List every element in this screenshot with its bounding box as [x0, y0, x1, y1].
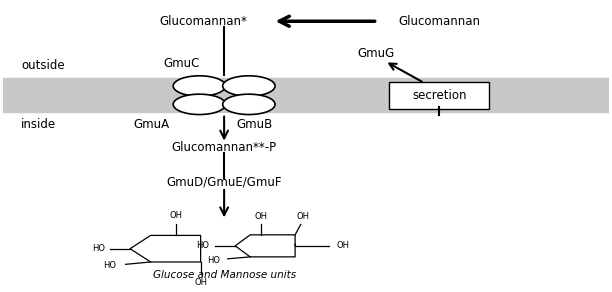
Text: GmuD/GmuE/GmuF: GmuD/GmuE/GmuF — [166, 175, 282, 188]
Text: OH: OH — [296, 212, 309, 221]
FancyBboxPatch shape — [389, 82, 490, 109]
Ellipse shape — [173, 94, 226, 114]
Text: OH: OH — [337, 241, 349, 250]
Ellipse shape — [223, 94, 275, 114]
Text: Glucomannan*: Glucomannan* — [159, 15, 247, 28]
Text: OH: OH — [194, 278, 207, 287]
Ellipse shape — [223, 76, 275, 96]
Text: GmuC: GmuC — [163, 58, 200, 70]
Text: GmuA: GmuA — [133, 118, 170, 131]
Text: HO: HO — [196, 241, 209, 250]
Text: outside: outside — [21, 60, 65, 72]
Bar — [3, 78, 609, 112]
Text: GmuG: GmuG — [357, 48, 394, 60]
Text: OH: OH — [255, 212, 268, 221]
Text: Glucose and Mannose units: Glucose and Mannose units — [152, 270, 296, 280]
Text: secretion: secretion — [412, 89, 467, 102]
Text: inside: inside — [21, 118, 56, 131]
Text: Glucomannan**-P: Glucomannan**-P — [171, 141, 277, 154]
Text: HO: HO — [103, 261, 116, 270]
Text: HO: HO — [207, 256, 220, 265]
Ellipse shape — [173, 76, 226, 96]
Text: Glucomannan: Glucomannan — [398, 15, 480, 28]
Text: OH: OH — [169, 211, 182, 220]
Text: HO: HO — [92, 244, 105, 253]
Text: GmuB: GmuB — [236, 118, 272, 131]
